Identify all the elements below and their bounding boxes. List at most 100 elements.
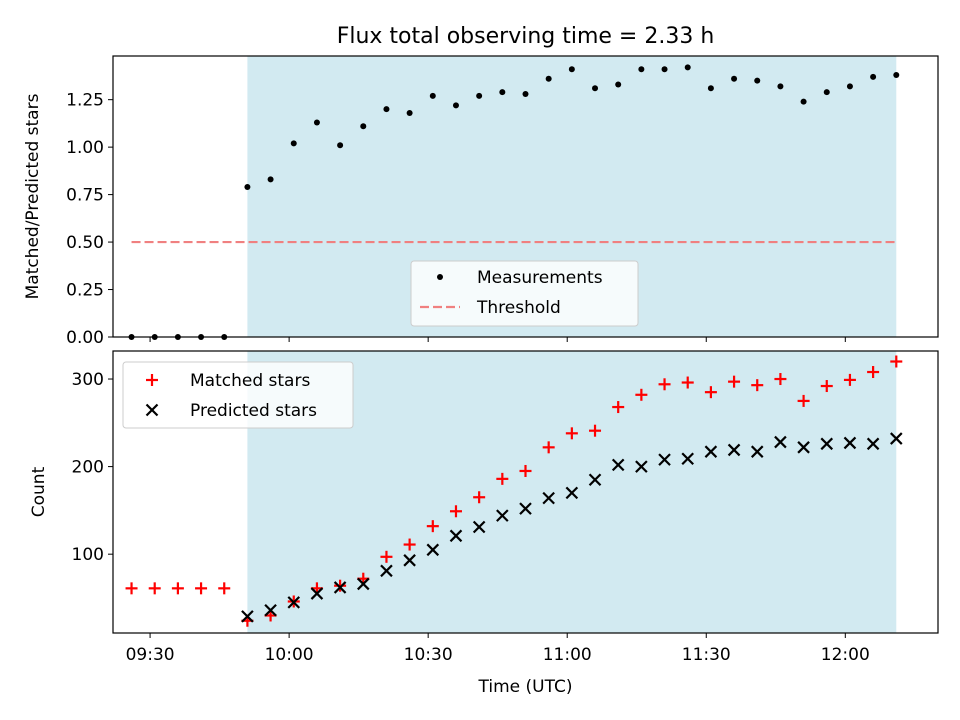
predicted-point [890,432,903,445]
predicted-point [750,445,764,458]
predicted-point [264,603,277,617]
matched-point [496,472,509,485]
y-tick-label: 0.75 [66,186,104,206]
measurement-point [823,89,830,96]
legend-matched-marker [146,374,158,386]
measurement-point [870,73,877,80]
y-tick-label: 0.25 [66,281,104,301]
measurement-point [615,81,622,88]
measurement-point [337,142,344,149]
y-tick-label: 0.50 [66,233,104,253]
predicted-stars-points [241,432,903,623]
legend-measurements-marker [437,274,443,280]
y-tick-label: 1.25 [66,91,104,111]
x-tick-label: 10:30 [404,645,453,665]
matched-point [171,582,184,595]
measurement-point [754,77,761,84]
measurement-point [476,92,483,99]
x-stroke-b [820,437,834,451]
predicted-point [426,543,440,557]
matched-point [125,582,138,595]
predicted-point [843,436,857,450]
x-stroke-b [866,437,880,451]
measurement-point [684,64,691,71]
matched-point [820,380,833,393]
bottom-y-ticks: 100 200 300 [72,370,113,565]
x-stroke-b [588,473,602,487]
predicted-point [472,520,486,534]
x-stroke-b [704,445,718,458]
predicted-point [357,577,370,591]
measurement-point [383,106,390,113]
top-legend: Measurements Threshold [410,260,639,327]
x-stroke-b [357,577,370,591]
measurement-point [406,109,413,116]
bottom-panel: 100 200 300 09:30 10:00 10:30 11:00 11:30 12:00… [29,350,939,697]
measurement-point [313,119,320,126]
x-stroke-b [611,458,625,472]
x-stroke-b [310,587,324,600]
bottom-legend-box [122,361,354,429]
top-y-ticks: 0.00 0.25 0.50 0.75 1.00 1.25 [66,91,113,348]
matched-point [334,579,347,592]
x-stroke-b [565,486,579,500]
matched-point [635,388,648,401]
x-stroke-b [241,610,254,623]
measurement-point [568,66,575,73]
matched-point [612,401,625,414]
matched-stars-points [125,355,903,627]
x-stroke-b [449,529,463,543]
measurement-point [707,85,714,92]
x-stroke-b [403,554,416,567]
measurement-point [638,66,645,73]
bottom-legend: Matched stars Predicted stars [122,361,354,429]
top-legend-box [410,260,639,327]
x-axis-label: Time (UTC) [478,677,573,697]
predicted-point [333,581,347,594]
x-stroke-b [750,445,764,458]
matched-point [774,373,787,386]
measurement-point [244,184,251,191]
predicted-point [774,435,787,449]
predicted-point [681,452,694,465]
x-stroke-b [380,564,393,578]
measurement-point [893,71,900,78]
x-stroke-b [843,436,857,450]
x-stroke-b [635,460,648,473]
predicted-point [727,443,741,457]
measurement-point [592,85,599,92]
matched-point [403,538,416,551]
matched-point [519,464,532,477]
y-tick-label: 300 [72,370,104,390]
measurement-point [360,123,367,130]
predicted-point [310,587,324,600]
matched-point [843,373,856,386]
top-y-axis-label: Matched/Predicted stars [23,93,43,299]
y-tick-label: 200 [72,458,104,478]
x-stroke-b [426,543,440,557]
x-tick-label: 09:30 [126,645,175,665]
legend-predicted-marker [145,403,159,417]
predicted-point [449,529,463,543]
x-stroke-b [519,502,532,515]
x-stroke-b [145,403,159,417]
x-stroke-b [658,453,671,466]
matched-point [867,366,880,379]
chart-title: Flux total observing time = 2.33 h [337,24,715,49]
bottom-axes-frame [112,350,939,634]
matched-point [449,505,462,518]
matched-point [426,520,439,533]
matched-point [195,582,208,595]
measurement-point [545,75,552,82]
predicted-point [588,473,602,487]
predicted-point [519,502,532,515]
x-stroke-b [890,432,903,445]
predicted-point [287,596,301,609]
legend-threshold-label: Threshold [476,298,561,318]
matched-point [542,441,555,454]
legend-predicted-label: Predicted stars [190,401,317,421]
predicted-point [496,509,509,522]
predicted-point [542,491,555,505]
measurement-point [731,75,738,82]
matched-point [565,427,578,440]
